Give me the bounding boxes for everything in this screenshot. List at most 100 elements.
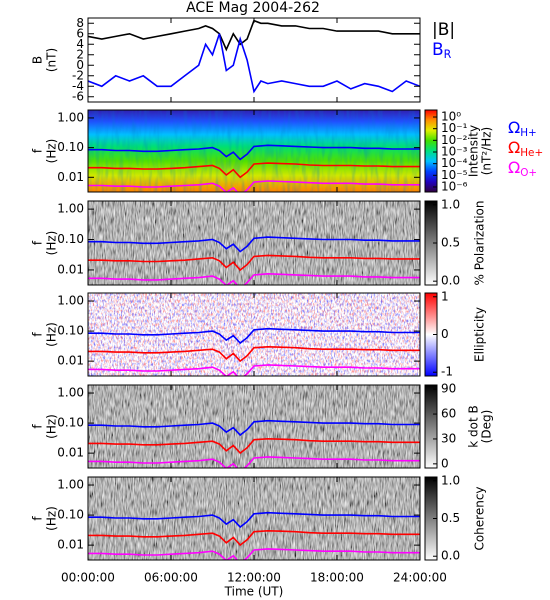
data-line bbox=[88, 529, 420, 547]
colorbar-tick-label: 0.5 bbox=[441, 236, 460, 250]
legend-entry: BR bbox=[432, 40, 452, 61]
colorbar-tick-label: 0.5 bbox=[441, 511, 460, 525]
y-tick-label: 0.01 bbox=[57, 446, 84, 460]
legend-name: |B| bbox=[432, 20, 455, 40]
y-axis-label: B bbox=[31, 56, 45, 64]
data-line bbox=[88, 456, 420, 468]
legend-entry: |B| bbox=[432, 20, 455, 40]
y-axis-label: (nT) bbox=[45, 48, 59, 72]
chart-title: ACE Mag 2004-262 bbox=[186, 0, 320, 16]
colorbar-tick-label: 10⁻³ bbox=[441, 144, 468, 158]
y-tick-label: 1.00 bbox=[57, 478, 84, 492]
legend-subscript: He+ bbox=[520, 147, 543, 159]
colorbar-label: Ellipticity bbox=[473, 307, 487, 362]
data-line bbox=[88, 236, 420, 253]
data-line bbox=[88, 144, 420, 161]
x-tick-label: 24:00:00 bbox=[393, 571, 447, 585]
y-tick-label: 0.10 bbox=[57, 232, 84, 246]
y-tick-label: 6 bbox=[76, 26, 84, 40]
legend-entry: ΩHe+ bbox=[508, 138, 543, 160]
colorbar-tick-label: 10⁻¹ bbox=[441, 121, 468, 135]
colorbar-tick-label: -1 bbox=[441, 365, 453, 379]
colorbar-tick-label: 1.0 bbox=[441, 197, 460, 211]
data-line bbox=[88, 19, 420, 52]
y-axis-label: (Hz) bbox=[45, 414, 59, 439]
y-tick-label: 0.10 bbox=[57, 140, 84, 154]
colorbar-tick-label: 60 bbox=[441, 407, 456, 421]
y-axis-label: (Hz) bbox=[45, 231, 59, 256]
legend-name: B bbox=[432, 40, 444, 60]
colorbar-tick-label: 10⁰ bbox=[441, 110, 461, 124]
y-axis-label: (Hz) bbox=[45, 506, 59, 531]
y-tick-label: 1.00 bbox=[57, 202, 84, 216]
legend-entry: ΩO+ bbox=[508, 158, 537, 180]
data-line bbox=[88, 548, 420, 560]
legend-subscript: O+ bbox=[520, 167, 537, 179]
colorbar-label: (nT²/Hz) bbox=[480, 127, 494, 175]
y-tick-label: 8 bbox=[76, 16, 84, 30]
y-tick-label: 4 bbox=[76, 37, 84, 51]
colorbar-label: Coherency bbox=[473, 486, 487, 550]
x-tick-label: 18:00:00 bbox=[310, 571, 364, 585]
colorbar-tick-label: 10⁻⁵ bbox=[441, 168, 468, 182]
legend-name: Ω bbox=[508, 118, 520, 137]
data-line bbox=[88, 327, 420, 345]
y-tick-label: 1.00 bbox=[57, 110, 84, 124]
y-tick-label: -4 bbox=[72, 79, 84, 93]
data-line bbox=[88, 511, 420, 529]
data-line bbox=[88, 345, 420, 363]
y-tick-label: 1.00 bbox=[57, 386, 84, 400]
y-axis-label: (Hz) bbox=[45, 139, 59, 164]
y-axis-label: f bbox=[31, 332, 45, 337]
data-line bbox=[88, 437, 420, 455]
y-tick-label: 0.01 bbox=[57, 538, 84, 552]
data-line bbox=[88, 364, 420, 376]
colorbar-tick-label: 0.0 bbox=[441, 274, 460, 288]
y-tick-label: 0.01 bbox=[57, 170, 84, 184]
data-line bbox=[88, 180, 420, 192]
data-line bbox=[88, 419, 420, 437]
x-axis-label: Time (UT) bbox=[224, 585, 284, 599]
colorbar-tick-label: 0.0 bbox=[441, 549, 460, 563]
legend-name: Ω bbox=[508, 138, 520, 157]
colorbar-tick-label: 10⁻⁴ bbox=[441, 156, 468, 170]
y-tick-label: 0.10 bbox=[57, 324, 84, 338]
colorbar-tick-label: 1.0 bbox=[441, 473, 460, 487]
legend-subscript: R bbox=[444, 48, 452, 61]
colorbar-label: (Deg) bbox=[480, 410, 494, 444]
colorbar bbox=[424, 384, 438, 469]
x-tick-label: 00:00:00 bbox=[61, 571, 115, 585]
y-tick-label: 0.01 bbox=[57, 354, 84, 368]
legend-name: Ω bbox=[508, 158, 520, 177]
y-axis-label: f bbox=[31, 424, 45, 429]
y-tick-label: 0 bbox=[76, 58, 84, 72]
data-line bbox=[88, 272, 420, 285]
colorbar-tick-label: 30 bbox=[441, 431, 456, 445]
colorbar-label: k dot B bbox=[467, 405, 481, 447]
data-line bbox=[88, 33, 420, 94]
colorbar-tick-label: 10⁻⁶ bbox=[441, 179, 468, 193]
colorbar-tick-label: 10⁻² bbox=[441, 133, 468, 147]
colorbar-tick-label: 90 bbox=[441, 382, 456, 396]
y-tick-label: 0.01 bbox=[57, 262, 84, 276]
data-line bbox=[88, 162, 420, 179]
y-tick-label: -2 bbox=[72, 68, 84, 82]
y-tick-label: 0.10 bbox=[57, 416, 84, 430]
colorbar-tick-label: 0 bbox=[441, 456, 449, 470]
colorbar-tick-label: 1 bbox=[441, 289, 449, 303]
y-tick-label: 0.10 bbox=[57, 508, 84, 522]
legend-subscript: H+ bbox=[520, 127, 537, 139]
y-axis-label: (Hz) bbox=[45, 322, 59, 347]
y-tick-label: 2 bbox=[76, 47, 84, 61]
colorbar bbox=[424, 109, 438, 193]
x-tick-label: 06:00:00 bbox=[144, 571, 198, 585]
colorbar-label: Intensity bbox=[467, 125, 481, 177]
legend-entry: ΩH+ bbox=[508, 118, 537, 140]
y-axis-label: f bbox=[31, 148, 45, 153]
colorbar-tick-label: 0 bbox=[441, 327, 449, 341]
colorbar-label: % Polarization bbox=[473, 201, 487, 286]
y-tick-label: -6 bbox=[72, 89, 84, 103]
x-tick-label: 12:00:00 bbox=[227, 571, 281, 585]
y-axis-label: f bbox=[31, 516, 45, 521]
